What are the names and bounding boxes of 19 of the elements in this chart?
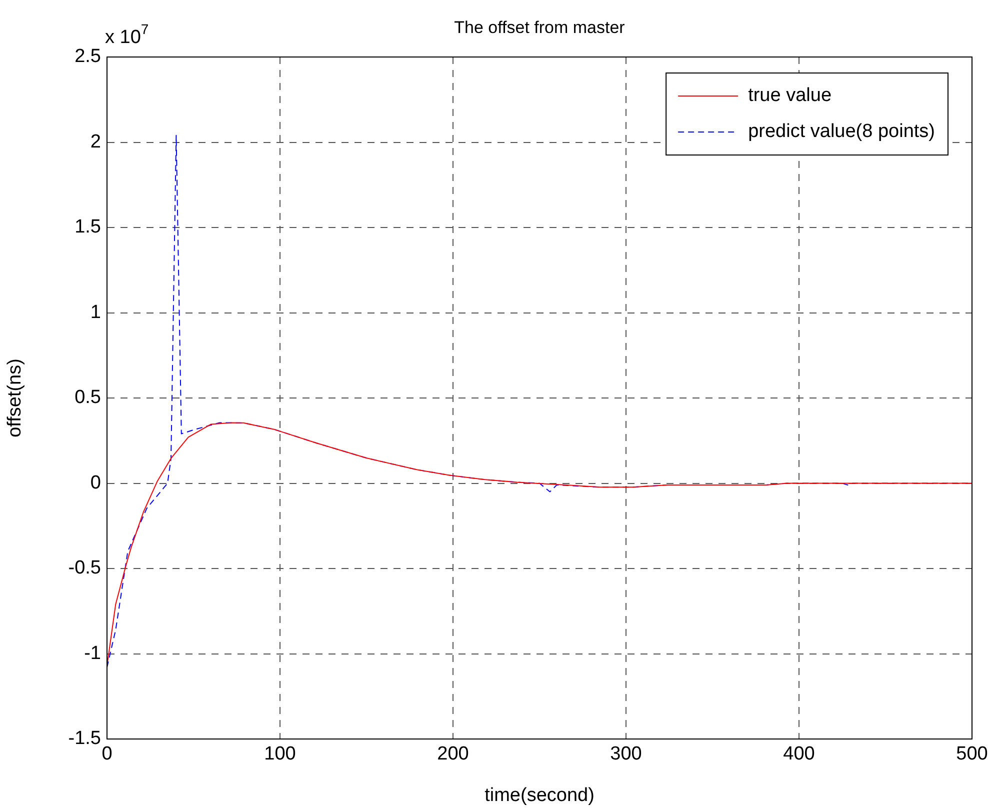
- y-tick-label: -1.5: [68, 728, 101, 750]
- y-axis-title: offset(ns): [4, 358, 26, 438]
- legend-label: true value: [748, 85, 832, 106]
- y-tick-label: 2: [90, 131, 101, 152]
- y-tick-label: -1: [84, 642, 101, 664]
- x-tick-label: 400: [783, 744, 815, 765]
- y-tick-label: 0.5: [74, 387, 101, 408]
- y-tick-label: 0: [90, 472, 101, 494]
- y-tick-label: 1: [90, 302, 101, 323]
- x-tick-label: 500: [956, 744, 988, 765]
- x-tick-label: 300: [610, 744, 642, 765]
- x-tick-label: 200: [437, 744, 469, 765]
- legend-label: predict value(8 points): [748, 121, 936, 142]
- chart-title: The offset from master: [454, 18, 626, 37]
- y-tick-label: 2.5: [74, 46, 101, 68]
- y-tick-label: 1.5: [74, 216, 101, 238]
- x-axis-title: time(second): [484, 784, 594, 806]
- x-tick-label: 100: [264, 744, 296, 765]
- y-tick-label: -0.5: [68, 558, 101, 579]
